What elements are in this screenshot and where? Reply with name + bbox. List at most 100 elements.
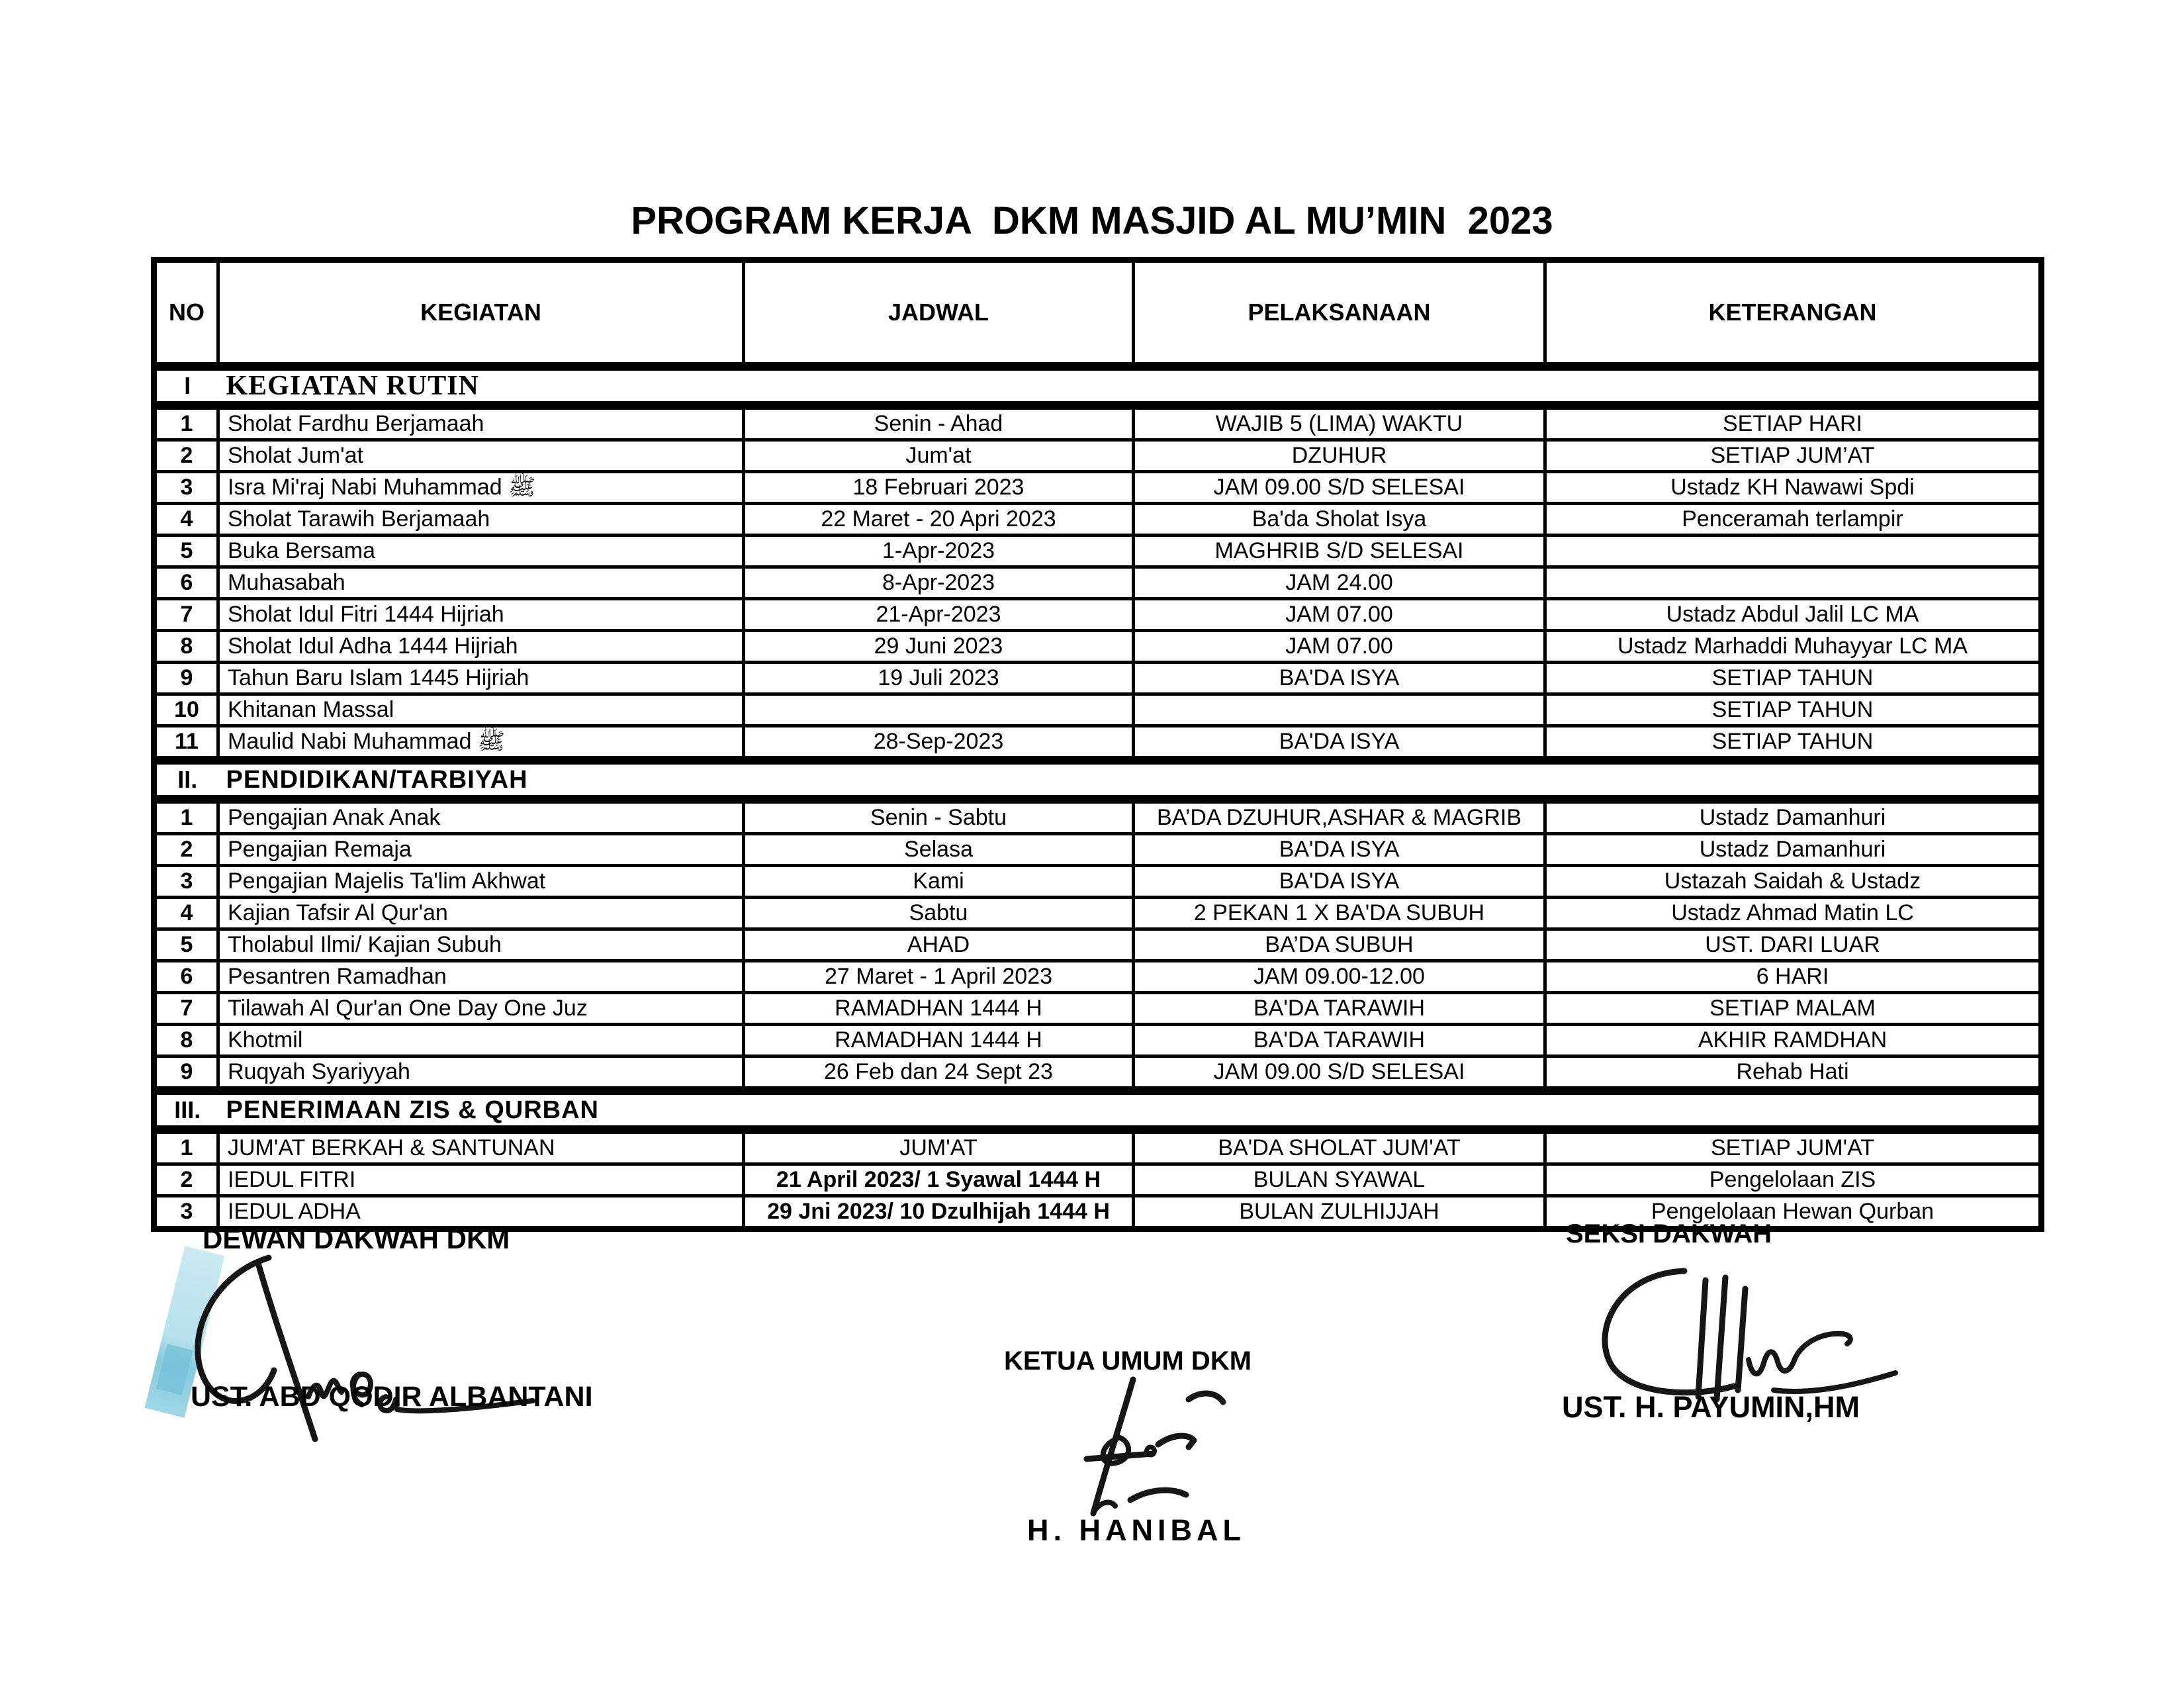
table-row: 6 Pesantren Ramadhan 27 Maret - 1 April 20… [152,959,2043,994]
section-title: PENERIMAAN ZIS & QURBAN [218,1086,2043,1134]
keterangan-cell: Rehab Hati [1543,1055,2043,1092]
jadwal-cell [742,692,1135,727]
row-number: 3 [152,864,220,899]
table-row: 1 Sholat Fardhu Berjamaah Senin - Ahad WAJI… [152,404,2043,442]
jadwal-cell: 22 Maret - 20 Apri 2023 [742,502,1135,537]
table-row: 4 Kajian Tafsir Al Qur'an Sabtu 2 PEKAN 1 X… [152,896,2043,931]
table-row: 3 IEDUL ADHA 29 Jni 2023/ 10 Dzulhijah 144… [152,1194,2043,1231]
row-number: 1 [152,798,220,835]
kegiatan-cell: Pengajian Majelis Ta'lim Akhwat [216,864,745,899]
row-number: 5 [152,927,220,962]
section-number: II. [152,756,218,804]
table-row: 10 Khitanan Massal SETIAP TAHUN [152,692,2043,727]
keterangan-cell: Ustadz Damanhuri [1543,832,2043,867]
table-row: 2 IEDUL FITRI 21 April 2023/ 1 Syawal 1444… [152,1162,2043,1197]
kegiatan-cell: Khotmil [216,1023,745,1058]
table-row: 3 Isra Mi'raj Nabi Muhammad ﷺ 18 Februari … [152,470,2043,505]
jadwal-cell: 1-Apr-2023 [742,534,1135,569]
table-row: 3 Pengajian Majelis Ta'lim Akhwat Kami BA'D… [152,864,2043,899]
kegiatan-cell: IEDUL FITRI [216,1162,745,1197]
jadwal-cell: 18 Februari 2023 [742,470,1135,505]
row-number: 5 [152,534,220,569]
pelaksanaan-cell: BA'DA TARAWIH [1132,991,1547,1026]
table-row: 8 Sholat Idul Adha 1444 Hijriah 29 Juni 20… [152,629,2043,664]
section-header-row: III. PENERIMAAN ZIS & QURBAN [152,1086,2043,1134]
keterangan-cell [1543,565,2043,600]
table-row: 2 Pengajian Remaja Selasa BA'DA ISYA Ustadz … [152,832,2043,867]
kegiatan-cell: Tilawah Al Qur'an One Day One Juz [216,991,745,1026]
col-header-keterangan: KETERANGAN [1543,258,2043,371]
keterangan-cell: SETIAP JUM'AT [1543,1128,2043,1166]
pelaksanaan-cell: JAM 07.00 [1132,629,1547,664]
signature-center-name: H. HANIBAL [1027,1513,1246,1547]
keterangan-cell: Penceramah terlampir [1543,502,2043,537]
jadwal-cell: RAMADHAN 1444 H [742,1023,1135,1058]
pelaksanaan-cell: DZUHUR [1132,438,1547,473]
row-number: 6 [152,565,220,600]
jadwal-cell: 29 Jni 2023/ 10 Dzulhijah 1444 H [742,1194,1135,1231]
jadwal-cell: Jum'at [742,438,1135,473]
kegiatan-cell: Kajian Tafsir Al Qur'an [216,896,745,931]
jadwal-cell: 27 Maret - 1 April 2023 [742,959,1135,994]
row-number: 9 [152,1055,220,1092]
row-number: 1 [152,404,220,442]
signature-center-graphic [1083,1376,1226,1517]
col-header-pelaksanaan: PELAKSANAAN [1132,258,1547,371]
kegiatan-cell: Maulid Nabi Muhammad ﷺ [216,724,745,762]
row-number: 11 [152,724,220,762]
table-row: 7 Sholat Idul Fitri 1444 Hijriah 21-Apr-20… [152,597,2043,632]
signature-right-name: UST. H. PAYUMIN,HM [1562,1390,1860,1424]
keterangan-cell: SETIAP TAHUN [1543,692,2043,727]
table-body: I KEGIATAN RUTIN 1 Sholat Fardhu Berjamaah S… [152,362,2043,1231]
kegiatan-cell: IEDUL ADHA [216,1194,745,1231]
signature-left-title: DEWAN DAKWAH DKM [203,1223,510,1254]
kegiatan-cell: Sholat Idul Fitri 1444 Hijriah [216,597,745,632]
row-number: 1 [152,1128,220,1166]
keterangan-cell: Ustadz Marhaddi Muhayyar LC MA [1543,629,2043,664]
pelaksanaan-cell: JAM 24.00 [1132,565,1547,600]
keterangan-cell: SETIAP TAHUN [1543,724,2043,762]
program-table: NO KEGIATAN JADWAL PELAKSANAAN KETERANGA… [151,257,2044,1232]
row-number: 10 [152,692,220,727]
jadwal-cell: 28-Sep-2023 [742,724,1135,762]
section-title: KEGIATAN RUTIN [218,362,2043,410]
kegiatan-cell: Khitanan Massal [216,692,745,727]
kegiatan-cell: Tholabul Ilmi/ Kajian Subuh [216,927,745,962]
row-number: 6 [152,959,220,994]
row-number: 8 [152,1023,220,1058]
row-number: 8 [152,629,220,664]
table-row: 9 Ruqyah Syariyyah 26 Feb dan 24 Sept 23 JA… [152,1055,2043,1092]
signature-right-title: SEKSI DAKWAH [1566,1219,1772,1248]
jadwal-cell: Selasa [742,832,1135,867]
pelaksanaan-cell [1132,692,1547,727]
table-row: 6 Muhasabah 8-Apr-2023 JAM 24.00 [152,565,2043,600]
jadwal-cell: 19 Juli 2023 [742,661,1135,696]
pelaksanaan-cell: JAM 09.00 S/D SELESAI [1132,470,1547,505]
section-header-row: I KEGIATAN RUTIN [152,362,2043,410]
jadwal-cell: 21-Apr-2023 [742,597,1135,632]
pelaksanaan-cell: BA'DA TARAWIH [1132,1023,1547,1058]
table-row: 4 Sholat Tarawih Berjamaah 22 Maret - 20 A… [152,502,2043,537]
pelaksanaan-cell: BA’DA SUBUH [1132,927,1547,962]
kegiatan-cell: Tahun Baru Islam 1445 Hijriah [216,661,745,696]
keterangan-cell: Pengelolaan Hewan Qurban [1543,1194,2043,1231]
kegiatan-cell: Pengajian Remaja [216,832,745,867]
table-row: 11 Maulid Nabi Muhammad ﷺ 28-Sep-2023 BA'DA… [152,724,2043,762]
pelaksanaan-cell: Ba'da Sholat Isya [1132,502,1547,537]
pelaksanaan-cell: BULAN SYAWAL [1132,1162,1547,1197]
pelaksanaan-cell: 2 PEKAN 1 X BA'DA SUBUH [1132,896,1547,931]
keterangan-cell: Ustazah Saidah & Ustadz [1543,864,2043,899]
kegiatan-cell: Pesantren Ramadhan [216,959,745,994]
section-number: III. [152,1086,218,1134]
col-header-no: NO [152,258,220,371]
keterangan-cell: UST. DARI LUAR [1543,927,2043,962]
jadwal-cell: Sabtu [742,896,1135,931]
pelaksanaan-cell: WAJIB 5 (LIMA) WAKTU [1132,404,1547,442]
col-header-jadwal: JADWAL [742,258,1135,371]
table-header: NO KEGIATAN JADWAL PELAKSANAAN KETERANGA… [152,258,2043,371]
jadwal-cell: AHAD [742,927,1135,962]
jadwal-cell: RAMADHAN 1444 H [742,991,1135,1026]
row-number: 4 [152,896,220,931]
table-row: 1 JUM'AT BERKAH & SANTUNAN JUM'AT BA'DA SHO… [152,1128,2043,1166]
